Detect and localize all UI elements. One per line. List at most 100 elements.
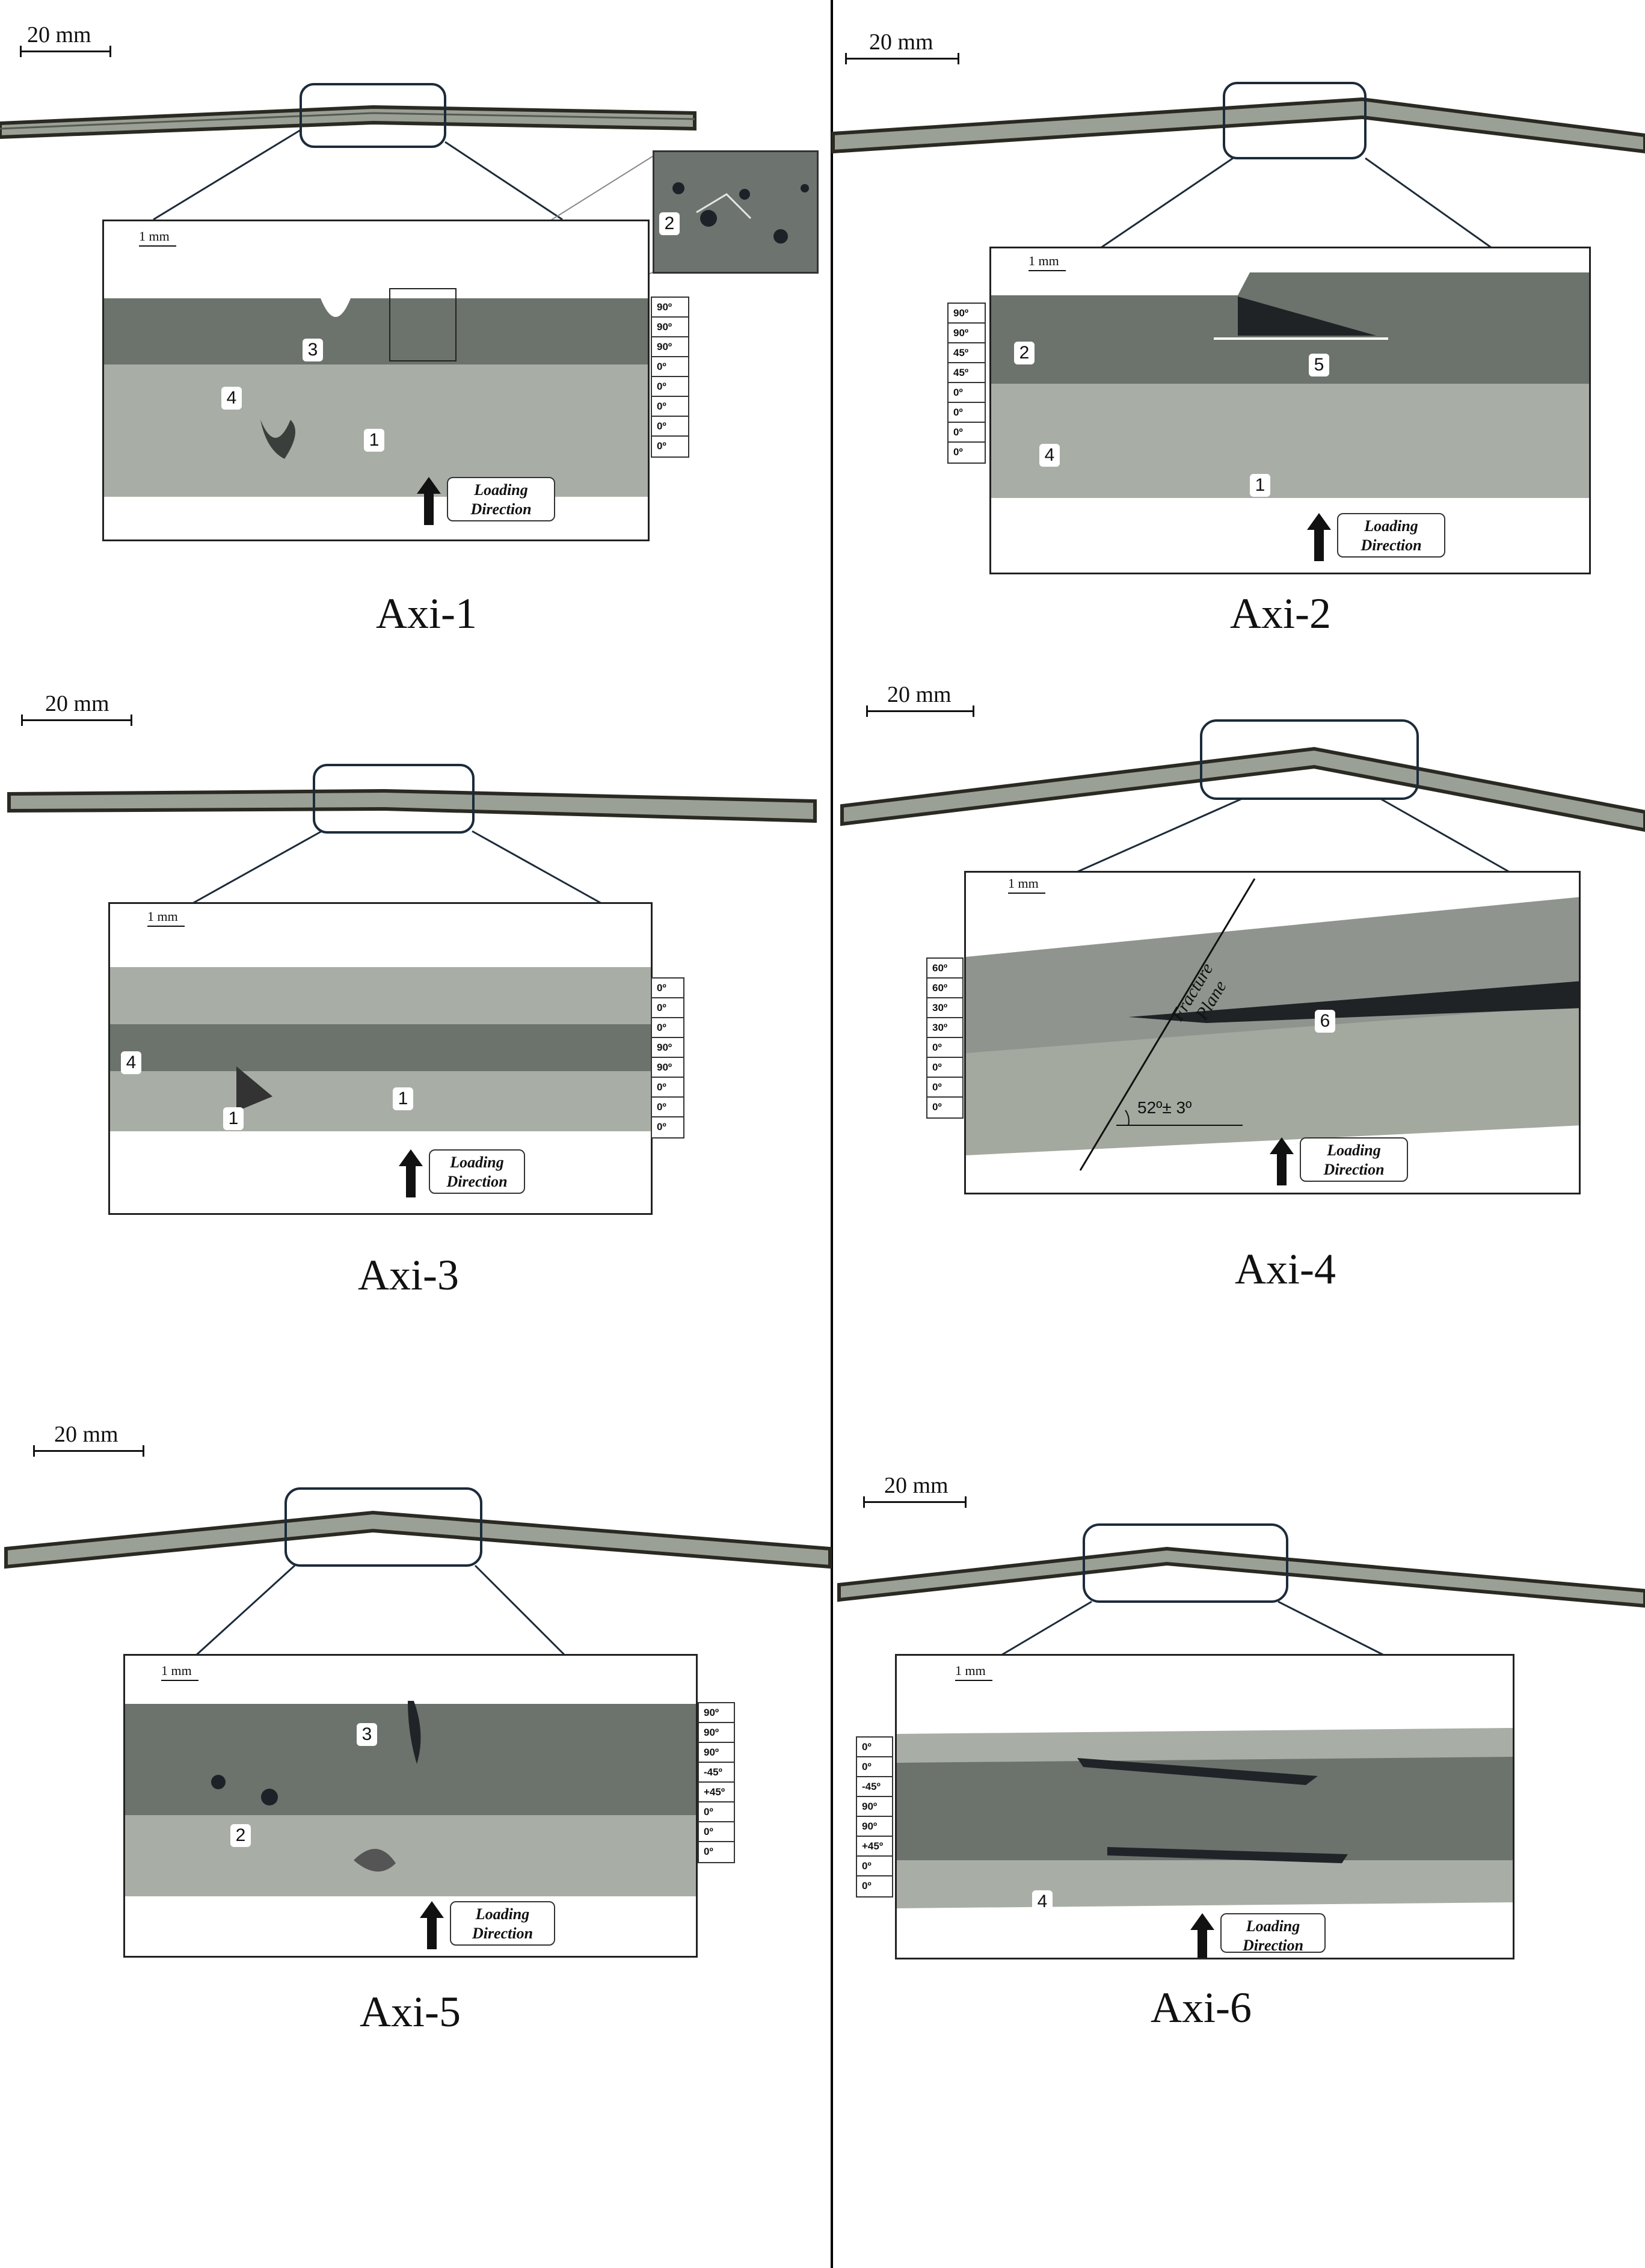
layup-row: 30º bbox=[927, 998, 962, 1018]
loading-arrow-icon bbox=[1190, 1913, 1214, 1958]
overview-specimen bbox=[0, 83, 696, 351]
layup-row: 0º bbox=[652, 1078, 683, 1098]
overview-specimen bbox=[4, 1487, 832, 1657]
loading-label: Loading Direction bbox=[1337, 513, 1445, 558]
layup-row: +45º bbox=[699, 1783, 734, 1802]
overview-specimen bbox=[837, 1523, 1645, 1657]
marker-2: 2 bbox=[659, 212, 680, 235]
layup-row: 90º bbox=[699, 1703, 734, 1723]
fracture-angle-label: 52º± 3º bbox=[1137, 1098, 1192, 1117]
panel-caption: Axi-3 bbox=[358, 1251, 459, 1299]
detail-view: 1 mm 2 5 4 1 Loading Direction bbox=[989, 247, 1591, 574]
detail-view: 1 mm 4 Loading Direction bbox=[895, 1654, 1514, 1959]
layup-row: 0º bbox=[657, 440, 666, 452]
layup-row: 90º bbox=[652, 337, 688, 357]
loading-label-line2: Direction bbox=[1242, 1937, 1304, 1954]
loading-label: Loading Direction bbox=[450, 1901, 555, 1946]
layup-row: 90º bbox=[857, 1797, 892, 1817]
loading-arrow-icon bbox=[399, 1149, 423, 1197]
loading-arrow-icon bbox=[1270, 1137, 1294, 1185]
loading-label-line1: Loading bbox=[474, 481, 528, 499]
layup-row: 0º bbox=[927, 1038, 962, 1058]
layup-table: 90º 90º 45º 45º 0º 0º 0º 0º bbox=[947, 303, 986, 464]
marker-5: 5 bbox=[1309, 354, 1329, 376]
detail-scale-line bbox=[955, 1680, 992, 1681]
marker-6: 6 bbox=[1315, 1010, 1335, 1033]
marker-2: 2 bbox=[230, 1824, 251, 1847]
layup-row: 0º bbox=[652, 1098, 683, 1117]
layup-row: 60º bbox=[927, 979, 962, 998]
panel-axi-2: 20 mm 1 mm 2 5 4 1 bbox=[831, 0, 1645, 662]
panel-axi-3: 20 mm 1 mm 4 1 1 Loadi bbox=[0, 674, 830, 1335]
layup-row: 60º bbox=[927, 959, 962, 979]
layup-row: 0º bbox=[652, 357, 688, 377]
scale-label: 20 mm bbox=[27, 22, 91, 48]
scale-label: 20 mm bbox=[54, 1422, 118, 1447]
marker-4: 4 bbox=[1032, 1890, 1053, 1913]
panel-axi-4: 20 mm 1 mm Fracture Plane bbox=[833, 674, 1645, 1335]
scale-line bbox=[866, 705, 974, 717]
cross-section-image bbox=[110, 967, 651, 1131]
loading-label-line2: Direction bbox=[1361, 536, 1422, 554]
layup-row: 90º bbox=[652, 1038, 683, 1058]
layup-row: 0º bbox=[857, 1738, 892, 1757]
layup-row: 0º bbox=[949, 403, 985, 423]
layup-row: -45º bbox=[857, 1777, 892, 1797]
scale-label: 20 mm bbox=[869, 29, 933, 55]
layup-row: -45º bbox=[699, 1763, 734, 1783]
detail-scale-line bbox=[1029, 270, 1066, 271]
detail-scale-line bbox=[139, 245, 176, 247]
detail-scale-line bbox=[147, 926, 185, 927]
layup-table: 0º 0º -45º 90º 90º +45º 0º 0º bbox=[856, 1736, 893, 1898]
marker-4: 4 bbox=[1039, 444, 1060, 467]
loading-label: Loading Direction bbox=[447, 477, 555, 521]
layup-row: 45º bbox=[949, 343, 985, 363]
detail-scale-label: 1 mm bbox=[139, 229, 170, 244]
layup-row: 90º bbox=[949, 304, 985, 324]
loading-label-line1: Loading bbox=[475, 1905, 530, 1923]
loading-label: Loading Direction bbox=[429, 1149, 525, 1194]
detail-scale-label: 1 mm bbox=[1008, 876, 1039, 891]
layup-row: 0º bbox=[652, 397, 688, 417]
layup-row: 0º bbox=[949, 383, 985, 403]
scale-label: 20 mm bbox=[884, 1473, 949, 1498]
layup-row: 90º bbox=[652, 1058, 683, 1078]
layup-row: 0º bbox=[953, 446, 963, 458]
layup-row: 0º bbox=[652, 1018, 683, 1038]
center-divider bbox=[831, 0, 833, 2268]
cross-section-image bbox=[104, 288, 648, 497]
marker-1: 1 bbox=[1250, 474, 1270, 497]
detail-scale-label: 1 mm bbox=[1029, 253, 1059, 268]
layup-row: 0º bbox=[704, 1846, 713, 1857]
layup-row: 90º bbox=[699, 1723, 734, 1743]
cross-section-image bbox=[125, 1701, 696, 1896]
loading-arrow-icon bbox=[420, 1901, 444, 1949]
overview-specimen bbox=[831, 82, 1645, 249]
marker-4: 4 bbox=[221, 387, 242, 410]
layup-table: 90º 90º 90º -45º +45º 0º 0º 0º bbox=[698, 1702, 735, 1863]
detail-view: 1 mm 3 2 Loading Direction bbox=[123, 1654, 698, 1958]
layup-row: 0º bbox=[652, 377, 688, 397]
layup-table: 0º 0º 0º 90º 90º 0º 0º 0º bbox=[651, 977, 684, 1139]
scale-line bbox=[845, 53, 959, 64]
layup-row: +45º bbox=[857, 1837, 892, 1857]
inset-texture bbox=[654, 152, 817, 272]
loading-arrow-icon bbox=[1307, 513, 1331, 561]
detail-view: 1 mm 4 1 1 Loading Direction bbox=[108, 902, 653, 1215]
detail-view: 1 mm Fracture Plane 52º± 3º 6 Loading Dire… bbox=[964, 871, 1581, 1194]
marker-3: 3 bbox=[303, 339, 323, 361]
loading-label: Loading Direction bbox=[1300, 1137, 1408, 1182]
layup-row: 30º bbox=[927, 1018, 962, 1038]
layup-row: 0º bbox=[932, 1101, 942, 1113]
loading-label-line2: Direction bbox=[446, 1173, 508, 1190]
layup-row: 0º bbox=[699, 1802, 734, 1822]
layup-row: 0º bbox=[927, 1078, 962, 1098]
loading-label-line1: Loading bbox=[1246, 1917, 1300, 1935]
scale-line bbox=[21, 715, 132, 726]
overview-specimen bbox=[840, 719, 1645, 873]
scale-line bbox=[20, 46, 111, 57]
layup-row: 0º bbox=[652, 979, 683, 998]
detail-scale-label: 1 mm bbox=[161, 1663, 192, 1678]
magnified-inset-2: 2 bbox=[653, 150, 819, 274]
panel-caption: Axi-4 bbox=[1235, 1245, 1336, 1293]
